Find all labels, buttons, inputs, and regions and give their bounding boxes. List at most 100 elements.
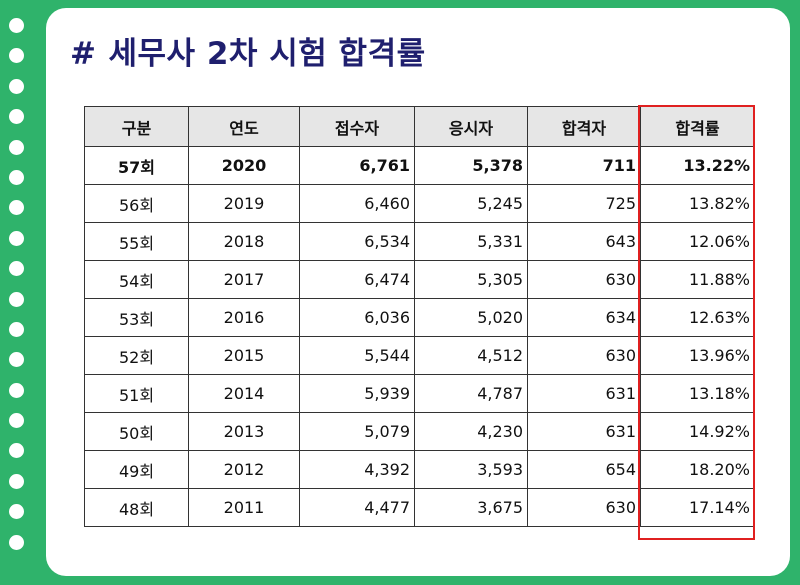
cell-year: 2011 [188, 488, 300, 527]
binder-hole [9, 109, 24, 125]
page-title: # 세무사 2차 시험 합격률 [70, 28, 426, 73]
header-year: 연도 [188, 106, 300, 147]
cell-year: 2019 [188, 184, 300, 223]
cell-applicants: 6,534 [299, 222, 415, 261]
cell-round: 48회 [84, 488, 189, 527]
binder-hole [9, 291, 24, 307]
binder-hole [9, 230, 24, 246]
cell-pass-rate: 12.63% [640, 298, 755, 337]
binder-hole [9, 382, 24, 398]
binder-hole [9, 413, 24, 429]
cell-examinees: 5,378 [414, 146, 528, 185]
cell-year: 2012 [188, 450, 300, 489]
cell-round: 55회 [84, 222, 189, 261]
cell-pass-rate: 17.14% [640, 488, 755, 527]
binder-hole [9, 534, 24, 550]
cell-applicants: 6,761 [299, 146, 415, 185]
cell-examinees: 5,331 [414, 222, 528, 261]
table-row: 49회 2012 4,392 3,593 654 18.20% [84, 450, 755, 489]
cell-pass-rate: 13.82% [640, 184, 755, 223]
cell-passers: 711 [527, 146, 641, 185]
cell-applicants: 6,474 [299, 260, 415, 299]
cell-round: 52회 [84, 336, 189, 375]
cell-examinees: 5,245 [414, 184, 528, 223]
cell-passers: 654 [527, 450, 641, 489]
binder-hole [9, 18, 24, 33]
table-row: 53회 2016 6,036 5,020 634 12.63% [84, 298, 755, 337]
cell-applicants: 5,079 [299, 412, 415, 451]
header-passers: 합격자 [527, 106, 641, 147]
cell-year: 2014 [188, 374, 300, 413]
cell-applicants: 6,036 [299, 298, 415, 337]
cell-passers: 631 [527, 412, 641, 451]
cell-pass-rate: 14.92% [640, 412, 755, 451]
cell-pass-rate: 18.20% [640, 450, 755, 489]
cell-pass-rate: 11.88% [640, 260, 755, 299]
cell-examinees: 5,305 [414, 260, 528, 299]
binder-hole [9, 352, 24, 368]
cell-examinees: 5,020 [414, 298, 528, 337]
cell-year: 2018 [188, 222, 300, 261]
binder-hole [9, 48, 24, 64]
binder-hole [9, 504, 24, 520]
cell-applicants: 5,939 [299, 374, 415, 413]
cell-year: 2015 [188, 336, 300, 375]
cell-round: 53회 [84, 298, 189, 337]
table-row: 51회 2014 5,939 4,787 631 13.18% [84, 374, 755, 413]
pass-rate-table: 구분 연도 접수자 응시자 합격자 합격률 57회 2020 6,761 5,378 7… [84, 106, 755, 527]
binder-hole [9, 321, 24, 337]
cell-round: 56회 [84, 184, 189, 223]
cell-applicants: 4,477 [299, 488, 415, 527]
cell-passers: 643 [527, 222, 641, 261]
cell-passers: 634 [527, 298, 641, 337]
table-row: 48회 2011 4,477 3,675 630 17.14% [84, 488, 755, 527]
cell-examinees: 4,230 [414, 412, 528, 451]
header-round: 구분 [84, 106, 189, 147]
cell-examinees: 4,787 [414, 374, 528, 413]
cell-round: 50회 [84, 412, 189, 451]
binder-hole [9, 200, 24, 216]
table-row: 57회 2020 6,761 5,378 711 13.22% [84, 146, 755, 185]
header-examinees: 응시자 [414, 106, 528, 147]
cell-round: 57회 [84, 146, 189, 185]
cell-pass-rate: 13.18% [640, 374, 755, 413]
table-header-row: 구분 연도 접수자 응시자 합격자 합격률 [84, 106, 755, 147]
notebook-holes [9, 18, 27, 565]
cell-year: 2016 [188, 298, 300, 337]
cell-applicants: 6,460 [299, 184, 415, 223]
cell-year: 2017 [188, 260, 300, 299]
table-row: 52회 2015 5,544 4,512 630 13.96% [84, 336, 755, 375]
cell-passers: 630 [527, 260, 641, 299]
binder-hole [9, 78, 24, 94]
binder-hole [9, 443, 24, 459]
binder-hole [9, 473, 24, 489]
table-row: 55회 2018 6,534 5,331 643 12.06% [84, 222, 755, 261]
title-text: 세무사 2차 시험 합격률 [108, 36, 426, 72]
table-row: 50회 2013 5,079 4,230 631 14.92% [84, 412, 755, 451]
table-row: 56회 2019 6,460 5,245 725 13.82% [84, 184, 755, 223]
cell-passers: 631 [527, 374, 641, 413]
cell-pass-rate: 13.22% [640, 146, 755, 185]
cell-examinees: 4,512 [414, 336, 528, 375]
binder-hole [9, 139, 24, 155]
cell-year: 2013 [188, 412, 300, 451]
cell-pass-rate: 12.06% [640, 222, 755, 261]
cell-passers: 725 [527, 184, 641, 223]
cell-applicants: 5,544 [299, 336, 415, 375]
cell-pass-rate: 13.96% [640, 336, 755, 375]
cell-round: 54회 [84, 260, 189, 299]
header-pass-rate: 합격률 [640, 106, 755, 147]
binder-hole [9, 169, 24, 185]
cell-passers: 630 [527, 488, 641, 527]
cell-examinees: 3,593 [414, 450, 528, 489]
cell-examinees: 3,675 [414, 488, 528, 527]
cell-passers: 630 [527, 336, 641, 375]
cell-round: 49회 [84, 450, 189, 489]
cell-applicants: 4,392 [299, 450, 415, 489]
title-hash: # [70, 36, 97, 72]
cell-round: 51회 [84, 374, 189, 413]
cell-year: 2020 [188, 146, 300, 185]
table-row: 54회 2017 6,474 5,305 630 11.88% [84, 260, 755, 299]
header-applicants: 접수자 [299, 106, 415, 147]
binder-hole [9, 261, 24, 277]
